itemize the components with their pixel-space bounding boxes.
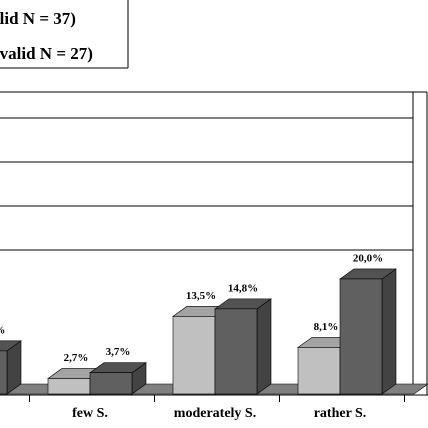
bar: [172, 316, 216, 395]
value-label: 20,0%: [353, 252, 383, 264]
x-tick-label: rather S.: [314, 406, 367, 421]
bar: [47, 378, 91, 395]
legend-label: (valid N = 27): [0, 44, 93, 63]
value-label: 14,8%: [228, 282, 258, 294]
bar-top: [0, 340, 22, 352]
bar: [339, 278, 383, 395]
legend-label: (valid N = 37): [0, 9, 76, 28]
x-tick-label: moderately S.: [174, 406, 256, 421]
value-label: 2,7%: [64, 352, 89, 364]
bar: [0, 350, 8, 395]
value-label: 8,1%: [314, 321, 339, 333]
bar-side: [256, 298, 272, 395]
bar: [297, 347, 341, 395]
x-tick-label: few S.: [72, 406, 108, 421]
value-label: 7,5%: [0, 324, 5, 336]
bar-side: [381, 268, 397, 395]
value-label: 3,7%: [106, 346, 131, 358]
value-label: 13,5%: [186, 290, 216, 302]
legend: (valid N = 37) (valid N = 27): [0, 0, 129, 69]
bar: [89, 372, 133, 395]
bar: [214, 308, 258, 395]
